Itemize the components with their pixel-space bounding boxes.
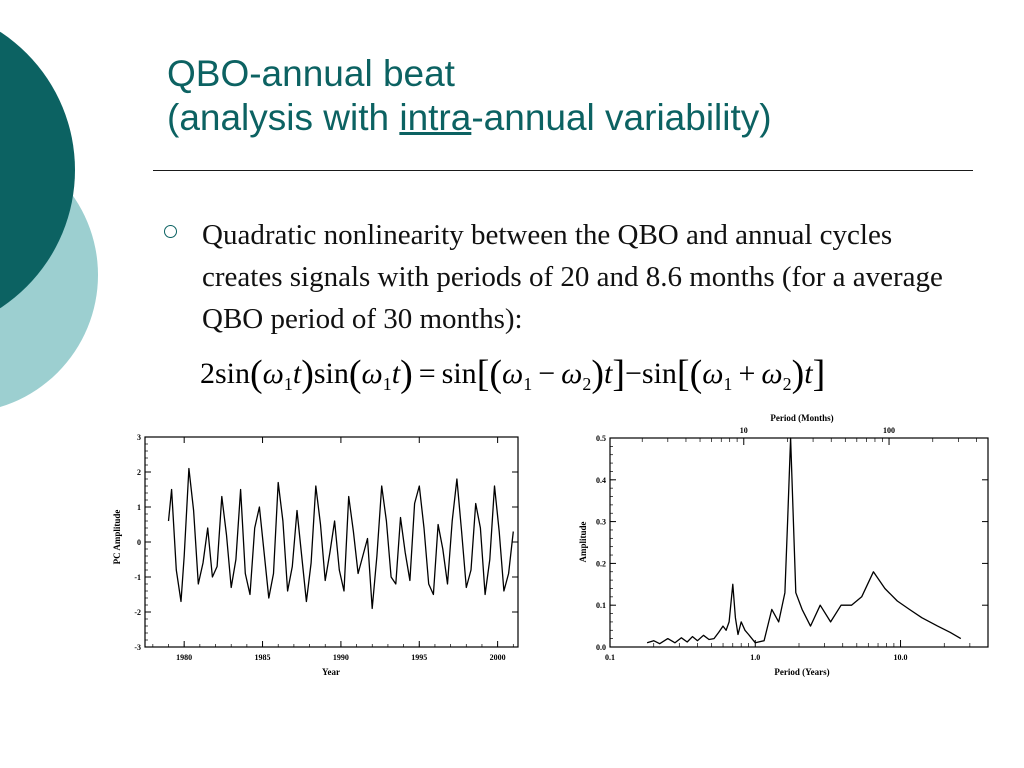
- y-tick-label: -3: [134, 643, 141, 652]
- title-line-2-underlined: intra: [399, 97, 472, 138]
- y-tick-label: 0.4: [596, 476, 606, 485]
- eq-sin-2: sin: [313, 357, 349, 390]
- y-tick-label: 0.5: [596, 434, 606, 443]
- x-tick-label: 1.0: [750, 653, 760, 662]
- eq-bracket: ]: [612, 353, 625, 395]
- bullet-circle-icon: [164, 225, 177, 238]
- eq-t: t: [804, 357, 813, 390]
- eq-bracket: [(: [676, 353, 703, 395]
- y-tick-label: -2: [134, 608, 141, 617]
- top-x-tick-label: 100: [883, 426, 895, 435]
- y-tick-label: 0.0: [596, 643, 606, 652]
- eq-omega: ω: [361, 357, 383, 390]
- eq-sin-3: sin: [441, 357, 477, 390]
- eq-sub: 1: [723, 374, 733, 394]
- eq-coef: 2: [200, 357, 215, 390]
- x-tick-label: 2000: [490, 653, 506, 662]
- eq-plus: +: [738, 357, 756, 390]
- y-tick-label: 3: [137, 433, 141, 442]
- eq-equals: =: [418, 357, 436, 390]
- x-tick-label: 1995: [411, 653, 427, 662]
- eq-sub: 1: [523, 374, 533, 394]
- decorative-circles: [0, 31, 98, 408]
- x-tick-label: 1980: [176, 653, 192, 662]
- eq-paren: (: [250, 353, 263, 395]
- chart-top-title: Period (Months): [770, 413, 833, 423]
- eq-paren: ): [301, 353, 314, 395]
- bullet-text: Quadratic nonlinearity between the QBO a…: [202, 219, 943, 335]
- plot-frame: [609, 437, 989, 648]
- y-tick-label: 0.1: [596, 601, 606, 610]
- eq-paren: ): [400, 353, 413, 395]
- y-tick-label: 1: [137, 503, 141, 512]
- eq-sub: 1: [382, 374, 392, 394]
- y-axis-label: Amplitude: [578, 521, 588, 562]
- eq-t: t: [292, 357, 302, 390]
- series-line: [646, 437, 962, 645]
- eq-bracket: ]: [812, 353, 826, 395]
- title-divider: [153, 170, 973, 171]
- eq-t: t: [391, 357, 401, 390]
- x-axis-label: Period (Years): [774, 667, 829, 677]
- eq-sub: 1: [283, 374, 293, 394]
- y-axis-label: PC Amplitude: [112, 510, 122, 565]
- eq-omega: ω: [502, 357, 524, 390]
- series-line: [167, 467, 514, 610]
- eq-sin-4: sin: [641, 357, 677, 390]
- eq-omega: ω: [262, 357, 284, 390]
- x-axis-label: Year: [322, 667, 340, 677]
- y-tick-label: -1: [134, 573, 141, 582]
- eq-t: t: [603, 357, 613, 390]
- eq-omega: ω: [702, 357, 724, 390]
- deco-circle-dark: [0, 31, 75, 309]
- title-line-2-post: -annual variability): [471, 97, 772, 138]
- eq-minus: −: [538, 357, 556, 390]
- top-x-tick-label: 10: [740, 426, 748, 435]
- x-tick-label: 10.0: [894, 653, 908, 662]
- eq-paren: (: [348, 353, 362, 395]
- eq-sub: 2: [582, 374, 592, 394]
- eq-omega: ω: [761, 357, 783, 390]
- amplitude-spectrum-chart: Period (Months) Amplitude Period (Years)…: [578, 413, 989, 677]
- eq-sin-1: sin: [215, 357, 251, 390]
- y-tick-label: 0.2: [596, 559, 606, 568]
- eq-paren: ): [591, 353, 604, 395]
- eq-sub: 2: [782, 374, 792, 394]
- y-tick-label: 0: [137, 538, 141, 547]
- slide-title: QBO-annual beat (analysis with intra-ann…: [167, 52, 772, 140]
- x-tick-label: 1985: [255, 653, 271, 662]
- eq-omega: ω: [561, 357, 583, 390]
- eq-minus: −: [624, 357, 642, 390]
- pc-amplitude-chart: PC Amplitude Year 3 2 1 0 -1 -2 -3 1980 1985 1990…: [112, 433, 519, 677]
- title-line-2-pre: (analysis with: [167, 97, 400, 138]
- title-line-1: QBO-annual beat: [167, 53, 455, 94]
- y-tick-label: 0.3: [596, 518, 606, 527]
- y-tick-label: 2: [137, 468, 141, 477]
- eq-bracket: [(: [476, 353, 502, 395]
- eq-paren: ): [791, 353, 805, 395]
- equation: 2sin(ω1t)sin(ω1t) = sin[(ω1 − ω2)t]−sin[…: [200, 352, 825, 396]
- x-tick-label: 1990: [333, 653, 349, 662]
- x-tick-label: 0.1: [605, 653, 615, 662]
